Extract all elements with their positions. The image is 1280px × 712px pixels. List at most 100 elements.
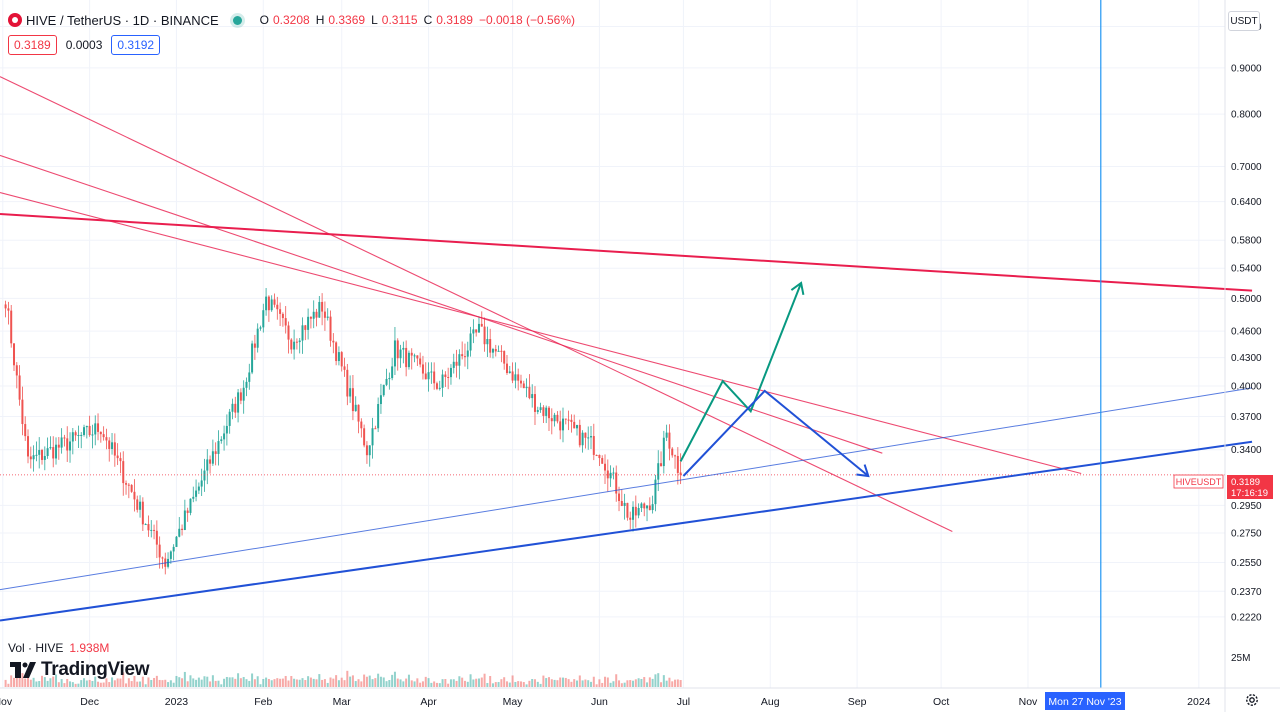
candle-body (74, 432, 77, 436)
volume-bar (80, 680, 83, 687)
volume-bar (660, 682, 663, 687)
candle-body (634, 506, 637, 516)
volume-bar (382, 677, 385, 687)
volume-bar (234, 678, 237, 687)
candle-body (371, 428, 374, 446)
volume-bar (668, 677, 671, 687)
volume-bar (4, 679, 7, 687)
volume-bar (127, 678, 130, 687)
volume-bar (301, 678, 304, 687)
candle-body (127, 484, 130, 486)
volume-bar (223, 678, 226, 687)
price-change: −0.0018 (−0.56%) (478, 13, 576, 27)
price-tick-label: 0.2370 (1231, 587, 1262, 598)
candle-body (660, 463, 663, 467)
volume-bar (511, 675, 514, 687)
volume-bar (547, 677, 550, 687)
volume-bar (326, 682, 329, 687)
candle-body (556, 414, 559, 422)
volume-bar (559, 677, 562, 687)
candle-body (321, 301, 324, 312)
candle-body (46, 448, 49, 457)
symbol-title[interactable]: HIVE / TetherUS · 1D · BINANCE (26, 12, 219, 28)
volume-legend: Vol · HIVE 1.938M (8, 641, 109, 655)
price-tick-label: 0.5800 (1231, 236, 1262, 247)
volume-bar (626, 680, 629, 687)
tradingview-logo[interactable]: TradingView (10, 659, 150, 681)
candle-body (105, 437, 108, 441)
volume-bar (318, 674, 321, 687)
candle-body (402, 347, 405, 350)
volume-bar (430, 682, 433, 687)
volume-bar (237, 673, 240, 687)
volume-bar (533, 679, 536, 687)
volume-bar (618, 680, 621, 687)
candle-body (293, 341, 296, 350)
buy-price-button[interactable]: 0.3192 (111, 35, 161, 55)
candle-body (214, 451, 217, 454)
volume-bar (396, 678, 399, 687)
volume-bar (265, 677, 268, 687)
candle-body (629, 517, 632, 520)
volume-bar (648, 677, 651, 687)
ohlc-high-value: 0.3369 (328, 13, 366, 27)
price-tick-label: 0.2750 (1231, 528, 1262, 539)
candle-body (267, 296, 270, 311)
candle-body (130, 484, 133, 492)
candle-body (679, 472, 682, 475)
volume-bar (203, 676, 206, 687)
chart-legend: HIVE / TetherUS · 1D · BINANCE O 0.3208 … (0, 0, 1225, 60)
candle-body (643, 503, 646, 509)
currency-button[interactable]: USDT (1228, 11, 1260, 31)
volume-bar (133, 676, 136, 687)
last-price-symbol-box (1173, 474, 1224, 489)
candle-body (27, 436, 30, 457)
candle-body (147, 524, 150, 531)
candle-body (640, 503, 643, 508)
candle-body (567, 419, 570, 421)
price-tick-label: 0.4000 (1231, 381, 1262, 392)
volume-bar (612, 681, 615, 687)
time-tick-label: Mar (333, 696, 352, 708)
candle-body (287, 325, 290, 340)
volume-bar (458, 676, 461, 687)
candle-body (312, 311, 315, 319)
candle-body (618, 493, 621, 502)
candle-body (13, 343, 16, 366)
volume-bar (542, 675, 545, 687)
volume-bar (337, 680, 340, 687)
volume-bar (562, 677, 565, 687)
candle-body (519, 380, 522, 384)
gear-icon[interactable] (1244, 692, 1260, 708)
candle-body (102, 434, 105, 438)
volume-bar (598, 679, 601, 687)
volume-bar (671, 681, 674, 687)
candle-body (206, 459, 209, 471)
volume-bar (623, 682, 626, 687)
volume-bar (29, 679, 32, 687)
candle-body (125, 483, 128, 485)
volume-bar (407, 674, 410, 687)
candle-body (4, 304, 7, 309)
sell-price-button[interactable]: 0.3189 (8, 35, 57, 55)
volume-bar (186, 681, 189, 687)
candle-body (122, 461, 125, 484)
volume-bar (620, 683, 623, 687)
candle-body (189, 498, 192, 513)
volume-bar (52, 676, 55, 687)
volume-bar (346, 670, 349, 687)
candle-body (7, 308, 10, 311)
candle-body (256, 328, 259, 348)
ohlc-close-value: 0.3189 (436, 13, 473, 27)
candle-body (595, 454, 598, 456)
candle-body (662, 437, 665, 467)
volume-bar (480, 677, 483, 687)
volume-bar (321, 679, 324, 687)
volume-bar (111, 677, 114, 687)
volume-bar (248, 680, 251, 687)
volume-bar (312, 678, 315, 687)
volume-bar (245, 679, 248, 687)
volume-bar (256, 676, 259, 687)
candle-body (590, 436, 593, 438)
